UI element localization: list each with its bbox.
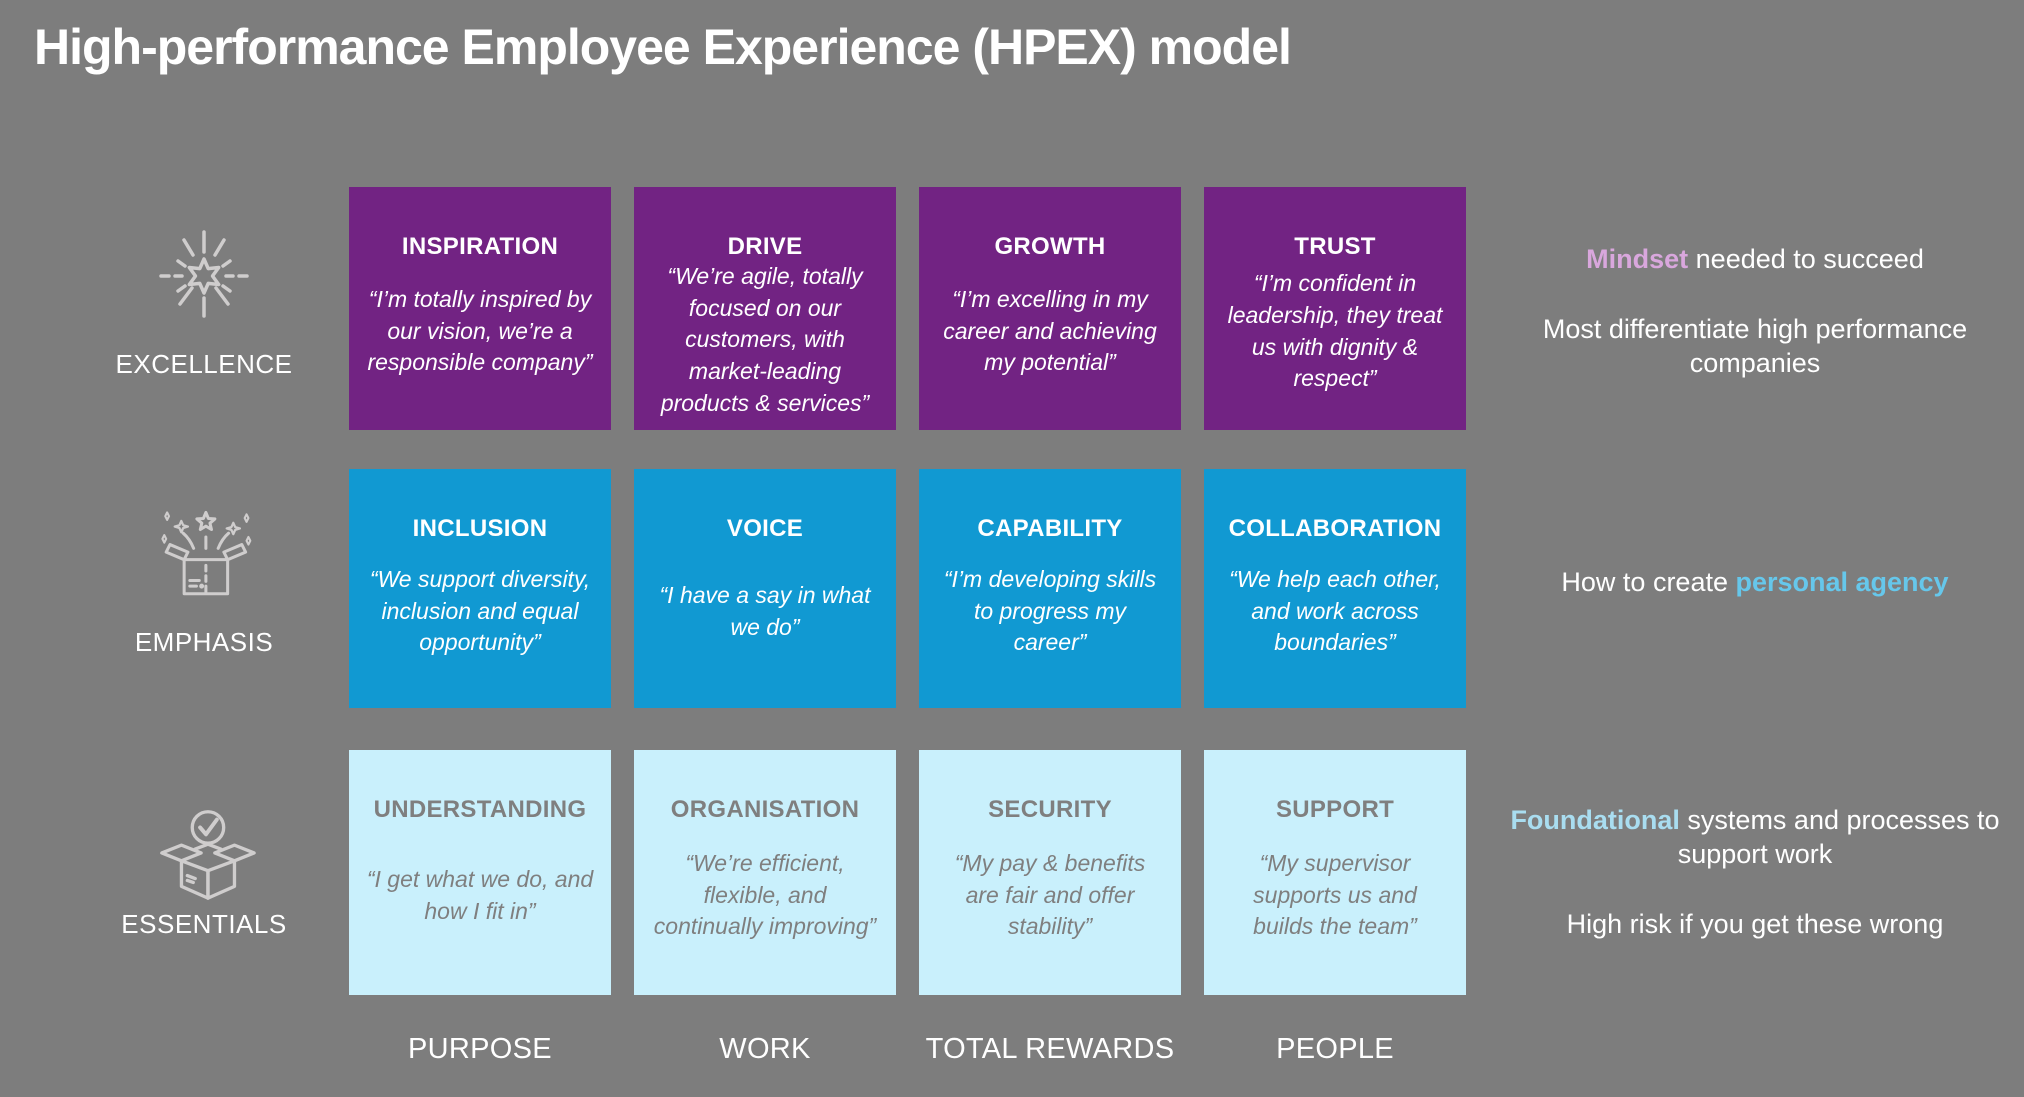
- column-label-purpose: PURPOSE: [408, 1033, 552, 1065]
- card-title: TRUST: [1294, 233, 1376, 260]
- card-title: INSPIRATION: [401, 233, 559, 260]
- card-support: SUPPORT “My supervisor supports us and b…: [1204, 750, 1466, 995]
- card-quote: “I’m excelling in my career and achievin…: [943, 285, 1157, 376]
- card-capability: CAPABILITY “I’m developing skills to pro…: [919, 469, 1181, 708]
- card-quote: “We help each other, and work across bou…: [1229, 565, 1441, 656]
- card-inspiration: INSPIRATION “I’m totally inspired by our…: [349, 187, 611, 430]
- card-quote: “I get what we do, and how I fit in”: [366, 865, 594, 924]
- card-title: GROWTH: [994, 233, 1106, 260]
- card-trust: TRUST “I’m confident in leadership, they…: [1204, 187, 1466, 430]
- card-quote: “I’m developing skills to progress my ca…: [943, 565, 1157, 656]
- card-quote: “We support diversity, inclusion and equ…: [369, 565, 591, 656]
- card-title: UNDERSTANDING: [373, 796, 587, 823]
- annotation-highlight: Foundational: [1510, 805, 1680, 835]
- card-title: SECURITY: [988, 796, 1112, 823]
- card-security: SECURITY “My pay & benefits are fair and…: [919, 750, 1181, 995]
- annotation-text: systems and processes to support work: [1677, 805, 2000, 869]
- annotation-line: Mindset needed to succeed: [1500, 243, 2010, 277]
- annotation-line: How to create personal agency: [1500, 566, 2010, 600]
- annotation-highlight: Mindset: [1586, 244, 1689, 274]
- card-voice: VOICE “I have a say in what we do”: [634, 469, 896, 708]
- card-quote: “My pay & benefits are fair and offer st…: [954, 849, 1146, 940]
- card-quote: “My supervisor supports us and builds th…: [1253, 849, 1417, 940]
- column-label-total-rewards: TOTAL REWARDS: [925, 1033, 1175, 1065]
- annotation-excellence: Mindset needed to succeed Most different…: [1500, 243, 2010, 380]
- row-label-excellence: EXCELLENCE: [115, 349, 293, 379]
- annotation-text: How to create: [1561, 567, 1736, 597]
- annotation-essentials: Foundational systems and processes to su…: [1500, 804, 2010, 941]
- annotation-highlight: personal agency: [1735, 567, 1949, 597]
- column-label-work: WORK: [719, 1033, 811, 1065]
- annotation-emphasis: How to create personal agency: [1500, 566, 2010, 600]
- card-organisation: ORGANISATION “We’re efficient, flexible,…: [634, 750, 896, 995]
- row-label-essentials: ESSENTIALS: [121, 909, 287, 939]
- box-check-icon: [152, 798, 256, 906]
- card-drive: DRIVE “We’re agile, totally focused on o…: [634, 187, 896, 430]
- card-quote: “I’m totally inspired by our vision, we’…: [367, 285, 593, 376]
- card-understanding: UNDERSTANDING “I get what we do, and how…: [349, 750, 611, 995]
- card-quote: “We’re efficient, flexible, and continua…: [653, 849, 877, 940]
- card-title: CAPABILITY: [977, 515, 1123, 542]
- card-quote: “I’m confident in leadership, they treat…: [1227, 270, 1443, 392]
- annotation-secondary: High risk if you get these wrong: [1566, 908, 1944, 939]
- page-title: High-performance Employee Experience (HP…: [34, 19, 1292, 75]
- card-title: DRIVE: [727, 233, 803, 260]
- annotation-text: needed to succeed: [1688, 244, 1924, 274]
- firework-star-icon: [152, 226, 256, 326]
- card-inclusion: INCLUSION “We support diversity, inclusi…: [349, 469, 611, 708]
- card-title: INCLUSION: [412, 515, 548, 542]
- card-quote: “We’re agile, totally focused on our cus…: [660, 263, 870, 416]
- annotation-line: Foundational systems and processes to su…: [1500, 804, 2010, 872]
- card-growth: GROWTH “I’m excelling in my career and a…: [919, 187, 1181, 430]
- card-title: SUPPORT: [1275, 796, 1395, 823]
- card-quote: “I have a say in what we do”: [659, 581, 871, 640]
- card-title: COLLABORATION: [1228, 515, 1442, 542]
- annotation-secondary: Most differentiate high performance comp…: [1542, 313, 1968, 378]
- card-title: VOICE: [726, 515, 804, 542]
- card-collaboration: COLLABORATION “We help each other, and w…: [1204, 469, 1466, 708]
- column-label-people: PEOPLE: [1276, 1033, 1394, 1065]
- row-label-emphasis: EMPHASIS: [134, 627, 274, 657]
- box-stars-icon: [152, 506, 256, 602]
- card-title: ORGANISATION: [670, 796, 860, 823]
